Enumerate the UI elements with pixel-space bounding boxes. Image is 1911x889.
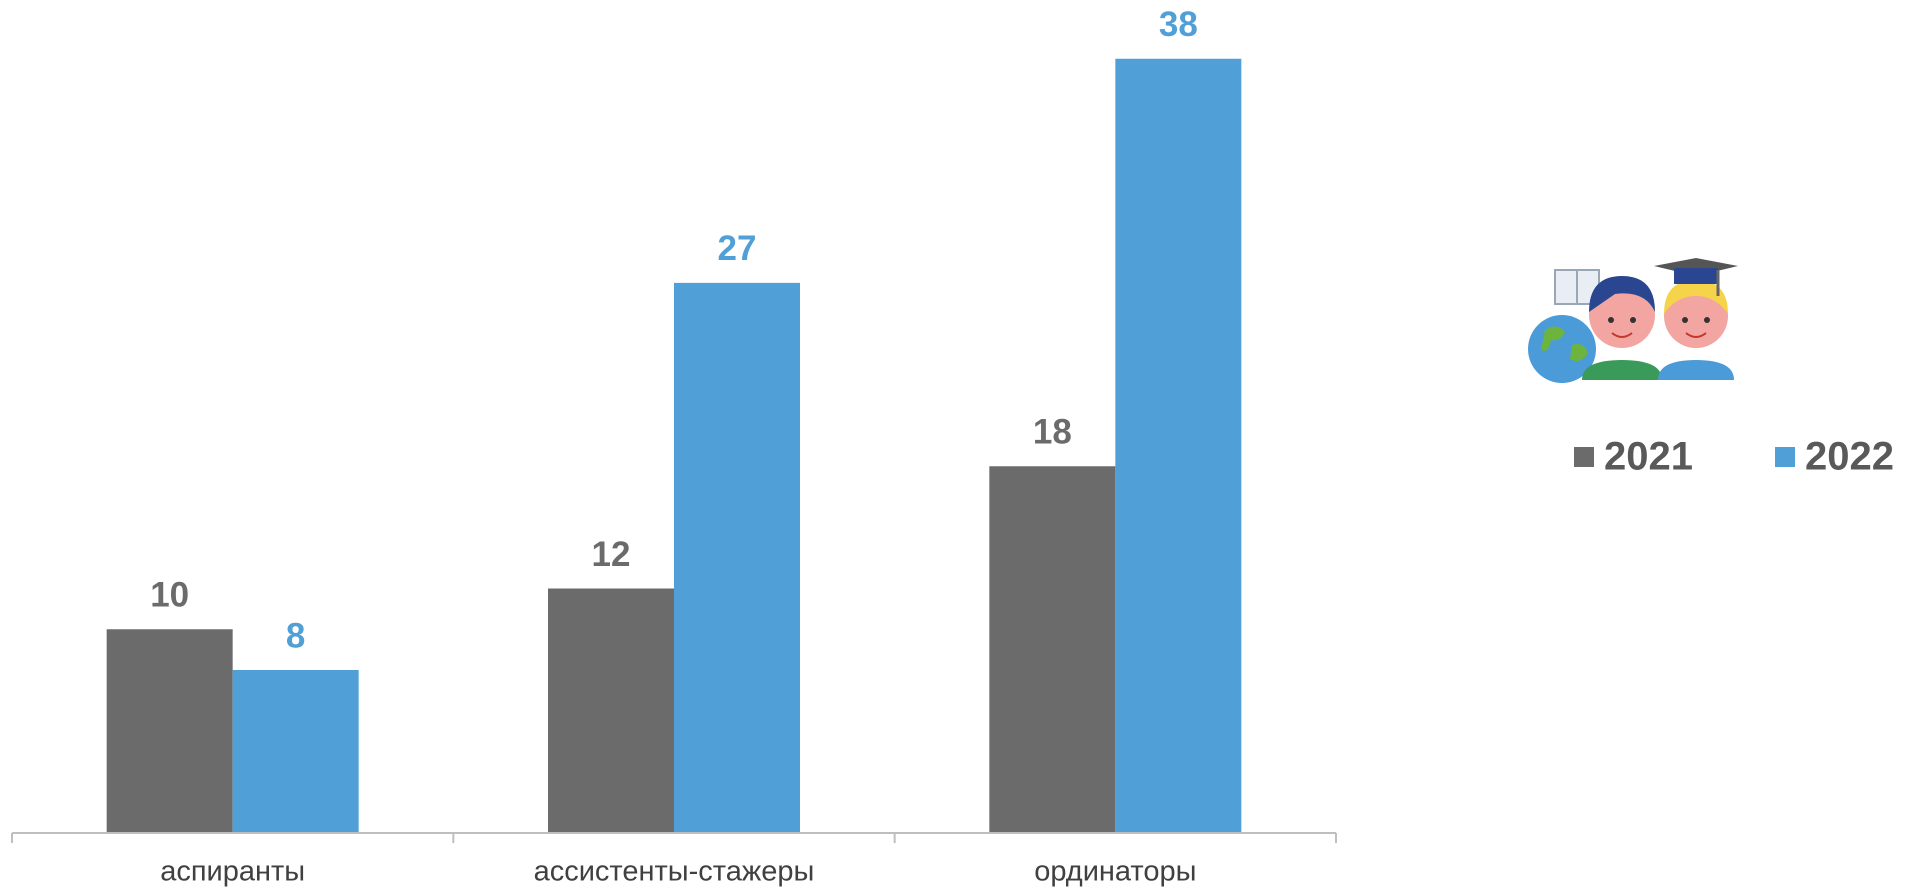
bar (106, 629, 233, 833)
legend-swatch (1775, 447, 1795, 467)
students-icon (1528, 258, 1738, 383)
data-label: 27 (718, 229, 757, 268)
bar (674, 282, 800, 833)
bar (232, 670, 359, 833)
legend-label: 2022 (1805, 435, 1894, 479)
data-label: 18 (1033, 413, 1072, 452)
data-label: 8 (286, 616, 305, 655)
data-label: 12 (592, 535, 631, 574)
data-label: 38 (1159, 5, 1198, 44)
bar (1115, 58, 1242, 833)
bar (548, 588, 674, 833)
legend-swatch (1574, 447, 1594, 467)
x-tick-label: ассистенты-стажеры (534, 856, 815, 888)
bar (989, 466, 1116, 833)
data-label: 10 (150, 576, 189, 615)
legend-label: 2021 (1604, 435, 1693, 479)
x-tick-label: ординаторы (1034, 856, 1196, 888)
x-tick-label: аспиранты (160, 856, 305, 888)
